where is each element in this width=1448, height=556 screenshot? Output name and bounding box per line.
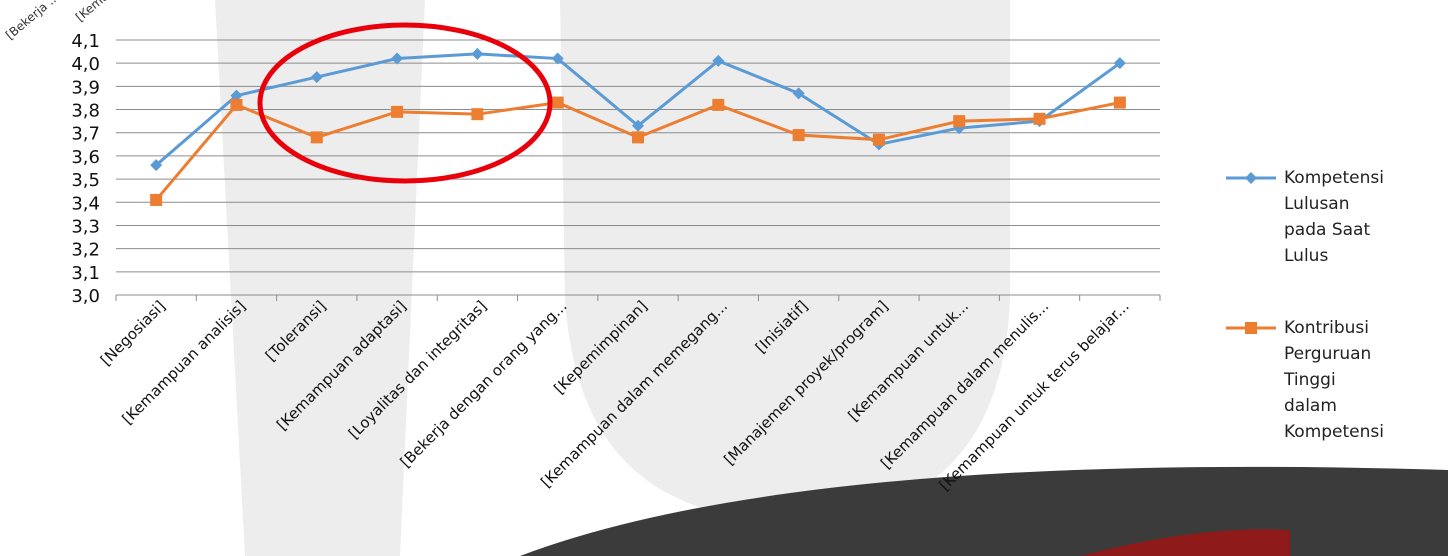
legend-swatch [1226,172,1276,184]
point [712,54,725,67]
point [1113,57,1126,70]
point [953,115,966,128]
legend-label: Kompetensi Lulusan pada Saat Lulus [1284,168,1384,266]
point [391,52,404,65]
watermark [215,0,1448,556]
x-tick-label: [Bekerja dengan orang yang... [397,297,571,471]
point [230,89,243,102]
point [872,133,885,146]
point [551,52,564,65]
clipped-label: [Kemampu... [73,0,141,24]
y-tick-label: 3,3 [71,216,100,237]
point [632,131,644,144]
point [1113,96,1126,109]
point [471,108,484,121]
legend-item: Kontribusi Perguruan Tinggi dalam Kompet… [1226,315,1384,445]
y-tick-label: 3,2 [71,240,100,261]
y-tick-label: 3,8 [71,101,100,122]
point [712,98,725,111]
point [551,96,564,109]
y-tick-label: 3,4 [71,193,100,214]
point [1033,112,1046,125]
point [150,159,163,172]
point [230,98,243,111]
point [310,71,323,84]
y-tick-label: 3,6 [71,147,100,168]
point [792,129,805,142]
point [150,193,163,206]
point [632,119,644,132]
point [471,47,484,60]
point [792,87,805,100]
y-tick-label: 4,0 [71,54,100,75]
plot [150,47,1126,206]
y-tick-label: 4,1 [71,31,100,52]
clipped-label: [Bekerja ... [3,0,62,42]
legend-swatch [1226,322,1276,334]
y-tick-label: 3,7 [71,124,100,145]
point [310,131,323,144]
y-tick-label: 3,1 [71,263,100,284]
x-tick-label: [Negosiasi] [97,297,169,369]
legend-label: Kontribusi Perguruan Tinggi dalam Kompet… [1284,318,1384,442]
y-tick-label: 3,5 [71,170,100,191]
point [391,105,404,118]
legend-item: Kompetensi Lulusan pada Saat Lulus [1226,165,1384,269]
highlight-ellipse [257,22,553,184]
y-tick-label: 3,9 [71,77,100,98]
y-tick-label: 3,0 [71,286,100,307]
